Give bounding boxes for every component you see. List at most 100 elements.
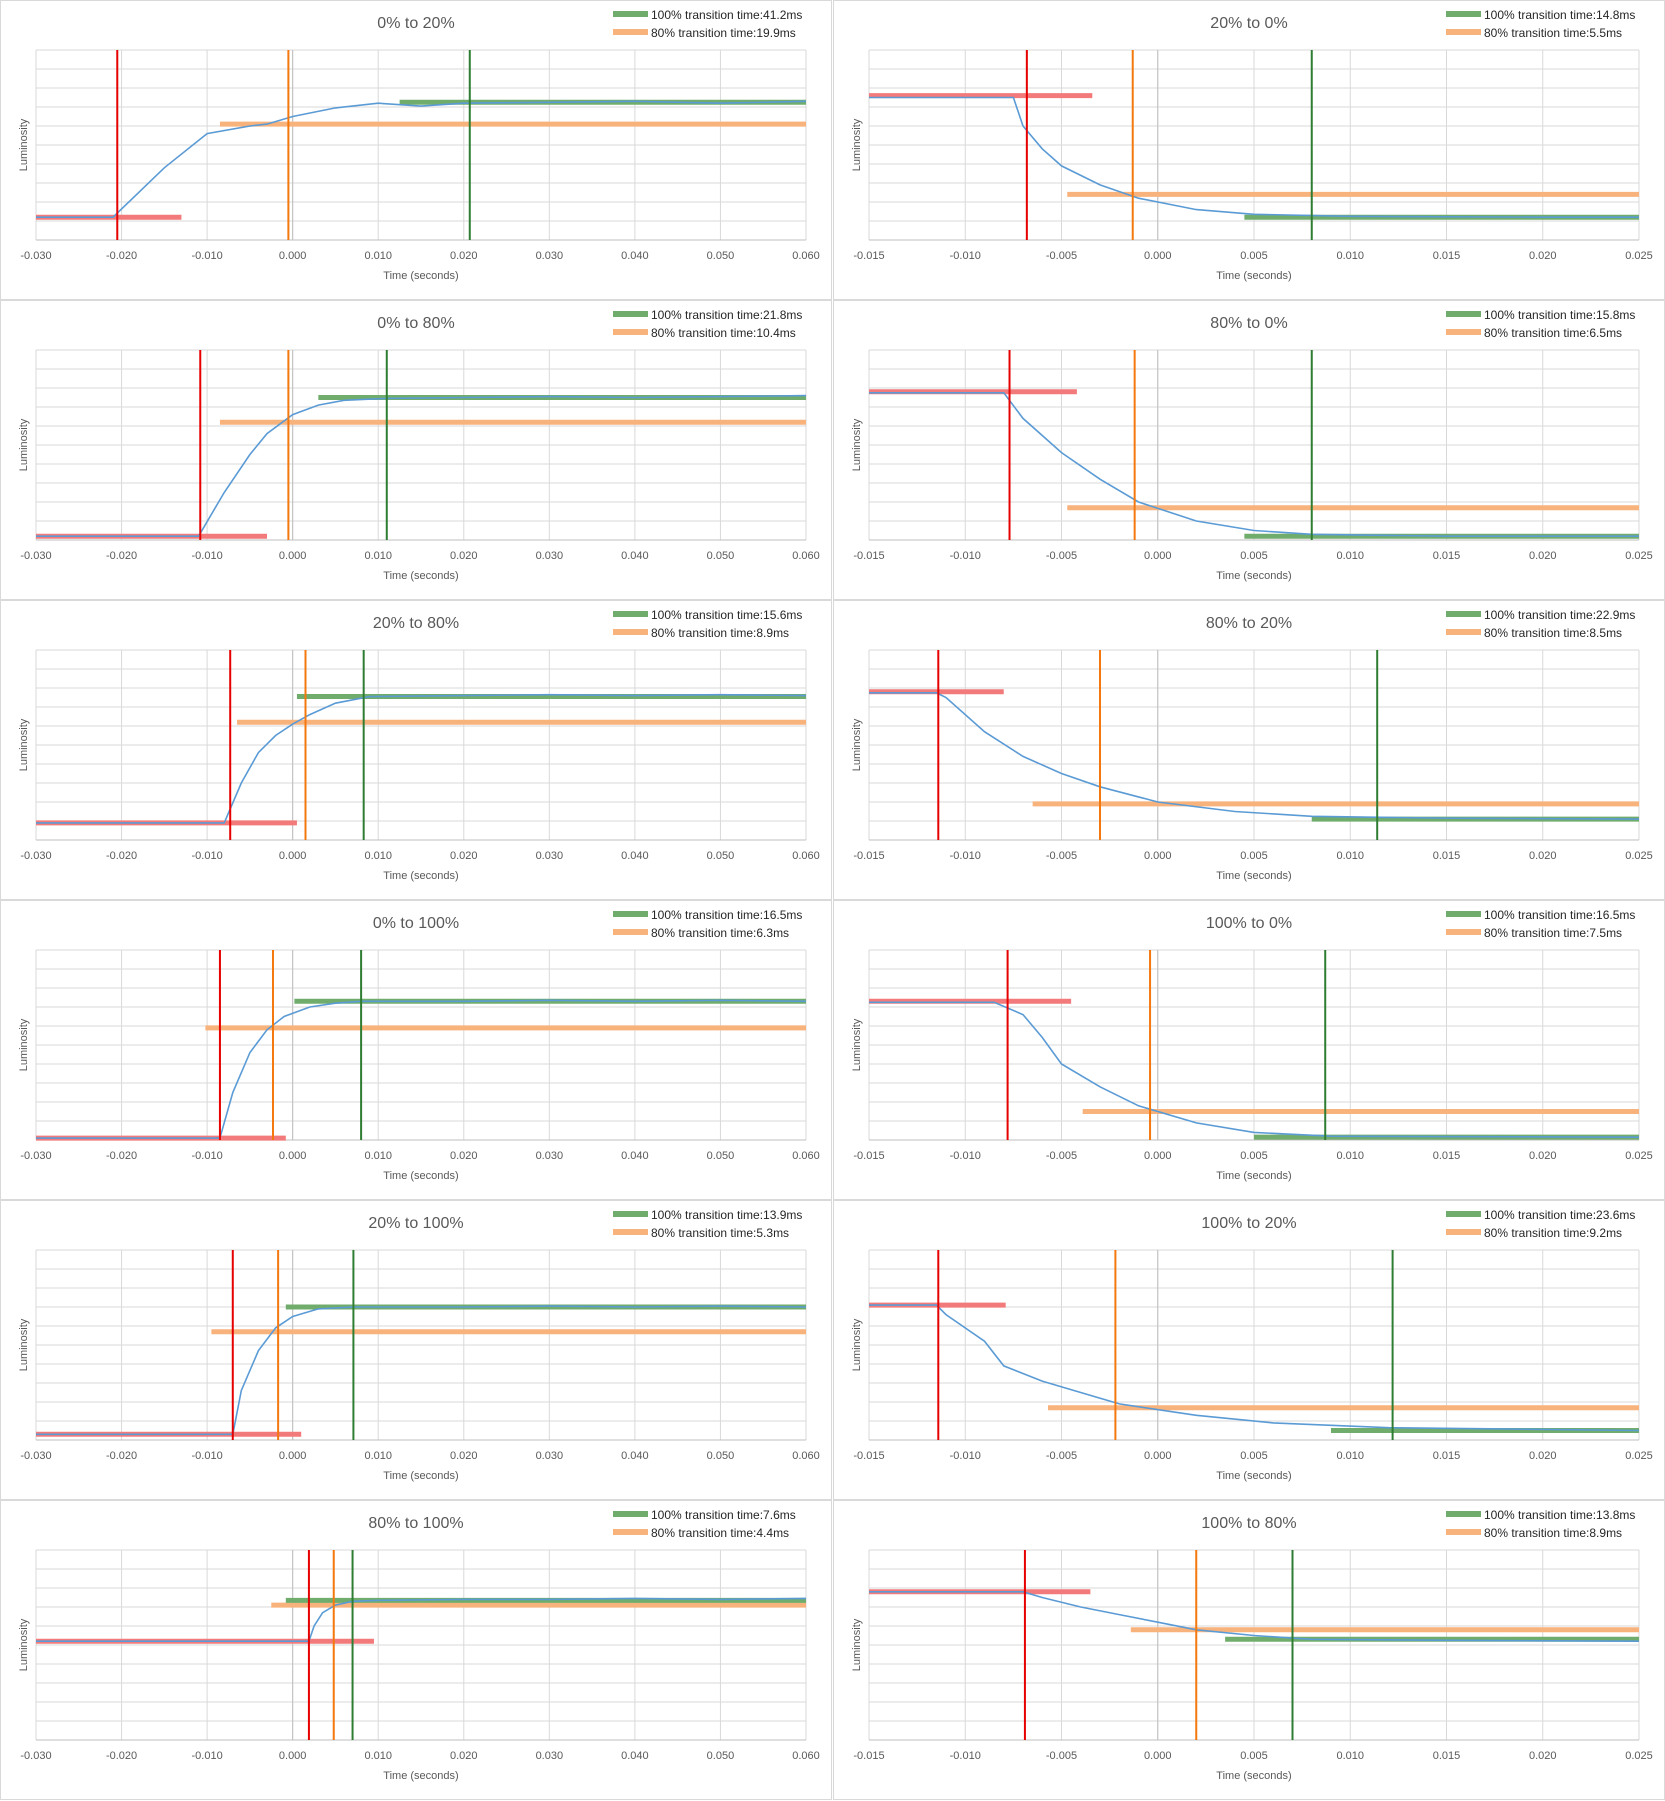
legend-full-transition: 100% transition time:13.8ms bbox=[1484, 1508, 1635, 1522]
x-tick-label: 0.025 bbox=[1625, 1150, 1653, 1162]
legend-partial-transition: 80% transition time:19.9ms bbox=[651, 26, 796, 40]
x-tick-label: -0.015 bbox=[853, 250, 884, 262]
luminosity-curve bbox=[869, 1304, 1640, 1432]
chart-svg: -0.030 -0.020 -0.010 0.000 0.010 0.020 0.030 0.… bbox=[18, 1508, 820, 1782]
x-tick-label: 0.000 bbox=[279, 1150, 307, 1162]
x-tick-label: 0.030 bbox=[536, 1450, 564, 1462]
luminosity-curve bbox=[869, 392, 1639, 537]
x-tick-label: 0.060 bbox=[792, 1150, 820, 1162]
x-tick-label: 0.000 bbox=[1144, 850, 1172, 862]
x-tick-label: -0.015 bbox=[853, 1450, 884, 1462]
legend-full-transition: 100% transition time:41.2ms bbox=[651, 8, 802, 22]
x-tick-label: -0.010 bbox=[950, 250, 981, 262]
legend-swatch-partial bbox=[613, 629, 648, 635]
x-tick-label: 0.005 bbox=[1240, 1750, 1268, 1762]
x-axis-label: Time (seconds) bbox=[383, 870, 458, 882]
luminosity-curve bbox=[36, 394, 807, 537]
x-tick-label: 0.020 bbox=[450, 250, 478, 262]
legend-swatch-partial bbox=[613, 1229, 648, 1235]
y-axis-label: Luminosity bbox=[851, 1018, 863, 1071]
legend-full-transition: 100% transition time:14.8ms bbox=[1484, 8, 1635, 22]
x-tick-label: 0.030 bbox=[536, 850, 564, 862]
x-tick-label: 0.040 bbox=[621, 1150, 649, 1162]
x-tick-label: -0.010 bbox=[192, 1450, 223, 1462]
x-tick-label: 0.000 bbox=[1144, 1150, 1172, 1162]
x-tick-label: 0.020 bbox=[1529, 850, 1557, 862]
x-tick-label: -0.010 bbox=[950, 850, 981, 862]
x-tick-label: 0.020 bbox=[1529, 550, 1557, 562]
legend-swatch-full bbox=[1446, 911, 1481, 917]
x-tick-label: 0.030 bbox=[536, 1150, 564, 1162]
chart-panel: -0.030 -0.020 -0.010 0.000 0.010 0.020 0.030 0.… bbox=[0, 900, 832, 1200]
chart-panel: -0.030 -0.020 -0.010 0.000 0.010 0.020 0.030 0.… bbox=[0, 1200, 832, 1500]
chart-title: 20% to 100% bbox=[368, 1215, 463, 1232]
x-tick-label: 0.030 bbox=[536, 250, 564, 262]
chart-panel: -0.015 -0.010 -0.005 0.000 0.005 0.010 0.015 0.… bbox=[833, 1200, 1665, 1500]
x-tick-label: -0.020 bbox=[106, 850, 137, 862]
x-tick-label: -0.010 bbox=[192, 1750, 223, 1762]
x-axis-label: Time (seconds) bbox=[383, 270, 458, 282]
legend-partial-transition: 80% transition time:7.5ms bbox=[1484, 926, 1622, 940]
x-tick-label: 0.020 bbox=[1529, 1750, 1557, 1762]
x-tick-label: 0.005 bbox=[1240, 1450, 1268, 1462]
luminosity-curve bbox=[869, 1591, 1640, 1642]
chart-svg: -0.015 -0.010 -0.005 0.000 0.005 0.010 0.015 0.… bbox=[851, 308, 1653, 582]
x-tick-label: 0.015 bbox=[1433, 1450, 1461, 1462]
x-tick-label: 0.000 bbox=[279, 550, 307, 562]
legend-partial-transition: 80% transition time:8.9ms bbox=[1484, 1526, 1622, 1540]
luminosity-curve bbox=[36, 1597, 807, 1642]
legend-partial-transition: 80% transition time:6.3ms bbox=[651, 926, 789, 940]
chart-title: 80% to 20% bbox=[1206, 615, 1292, 632]
x-tick-label: -0.020 bbox=[106, 1750, 137, 1762]
legend-swatch-full bbox=[613, 911, 648, 917]
x-tick-label: -0.020 bbox=[106, 1450, 137, 1462]
legend-swatch-partial bbox=[1446, 629, 1481, 635]
x-tick-label: 0.015 bbox=[1433, 550, 1461, 562]
x-tick-label: 0.020 bbox=[450, 1750, 478, 1762]
x-tick-label: -0.005 bbox=[1046, 550, 1077, 562]
y-axis-label: Luminosity bbox=[851, 418, 863, 471]
x-tick-label: 0.010 bbox=[1336, 1750, 1364, 1762]
x-tick-label: 0.010 bbox=[364, 1750, 392, 1762]
x-tick-label: 0.040 bbox=[621, 850, 649, 862]
chart-svg: -0.015 -0.010 -0.005 0.000 0.005 0.010 0.015 0.… bbox=[851, 1508, 1653, 1782]
x-tick-label: 0.020 bbox=[1529, 1150, 1557, 1162]
x-tick-label: 0.060 bbox=[792, 850, 820, 862]
legend-swatch-full bbox=[1446, 311, 1481, 317]
x-tick-label: 0.020 bbox=[450, 550, 478, 562]
legend-full-transition: 100% transition time:15.6ms bbox=[651, 608, 802, 622]
legend-swatch-full bbox=[1446, 1511, 1481, 1517]
x-axis-label: Time (seconds) bbox=[1216, 270, 1291, 282]
x-tick-label: -0.010 bbox=[192, 1150, 223, 1162]
legend-swatch-partial bbox=[613, 1529, 648, 1535]
legend-swatch-full bbox=[613, 611, 648, 617]
y-axis-label: Luminosity bbox=[18, 1618, 30, 1671]
luminosity-curve bbox=[36, 999, 807, 1139]
x-tick-label: -0.005 bbox=[1046, 1750, 1077, 1762]
x-tick-label: -0.005 bbox=[1046, 250, 1077, 262]
chart-svg: -0.030 -0.020 -0.010 0.000 0.010 0.020 0.030 0.… bbox=[18, 308, 820, 582]
chart-panel: -0.015 -0.010 -0.005 0.000 0.005 0.010 0.015 0.… bbox=[833, 600, 1665, 900]
x-tick-label: -0.010 bbox=[950, 1450, 981, 1462]
legend-swatch-partial bbox=[1446, 329, 1481, 335]
x-tick-label: 0.020 bbox=[1529, 1450, 1557, 1462]
x-tick-label: 0.060 bbox=[792, 250, 820, 262]
x-tick-label: -0.010 bbox=[950, 1150, 981, 1162]
x-tick-label: -0.015 bbox=[853, 550, 884, 562]
chart-panel: -0.015 -0.010 -0.005 0.000 0.005 0.010 0.015 0.… bbox=[833, 1500, 1665, 1800]
x-tick-label: -0.015 bbox=[853, 850, 884, 862]
y-axis-label: Luminosity bbox=[18, 1318, 30, 1371]
luminosity-curve bbox=[869, 96, 1639, 218]
x-tick-label: 0.015 bbox=[1433, 850, 1461, 862]
x-tick-label: 0.015 bbox=[1433, 1150, 1461, 1162]
x-tick-label: -0.010 bbox=[950, 1750, 981, 1762]
chart-svg: -0.030 -0.020 -0.010 0.000 0.010 0.020 0.030 0.… bbox=[18, 608, 820, 882]
y-axis-label: Luminosity bbox=[851, 1618, 863, 1671]
chart-panel: -0.030 -0.020 -0.010 0.000 0.010 0.020 0.030 0.… bbox=[0, 1500, 832, 1800]
x-tick-label: 0.020 bbox=[450, 1450, 478, 1462]
x-tick-label: 0.000 bbox=[1144, 1750, 1172, 1762]
x-tick-label: -0.015 bbox=[853, 1750, 884, 1762]
legend-swatch-partial bbox=[613, 329, 648, 335]
x-tick-label: 0.000 bbox=[1144, 550, 1172, 562]
